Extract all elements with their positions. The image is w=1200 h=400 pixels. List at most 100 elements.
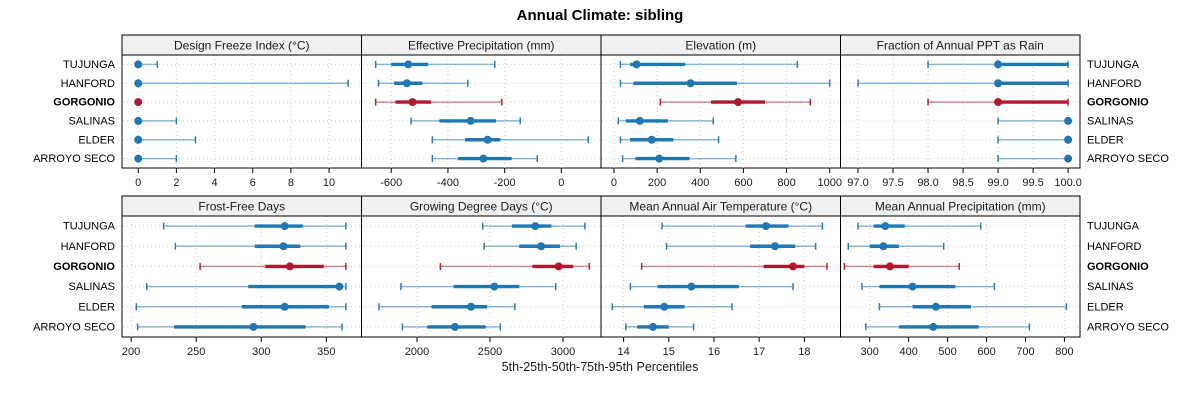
panel-frost-free-days: 200 250 300 350 Frost-Free Days [121,195,362,358]
median-dot [994,60,1003,69]
median-dot [647,135,656,144]
panel-design-freeze-index-c: 0 2 4 6 8 10 Design Freeze Index (°C) [121,34,362,189]
axis-tick-label: 600 [977,346,995,358]
percentile-row-elder [135,302,347,311]
site-label-left-arroyo-seco: ARROYO SECO [33,153,115,165]
axis-tick-label: 800 [777,177,795,189]
site-label-left-gorgonio: GORGONIO [53,261,115,273]
site-label-left-tujunga: TUJUNGA [63,221,116,233]
median-dot [770,242,779,251]
site-label-right-tujunga: TUJUNGA [1087,221,1140,233]
median-dot [279,242,288,251]
median-dot [285,262,294,271]
median-dot [734,98,743,107]
percentile-row-gorgonio [439,262,591,271]
percentile-row-salinas [145,282,347,291]
panel-header-label: Design Freeze Index (°C) [174,39,310,53]
axis-tick-label: 400 [691,177,709,189]
axis-tick-label: 800 [1055,346,1073,358]
axis-tick-label: 2000 [405,346,429,358]
axis-tick-label: 99.0 [987,177,1008,189]
percentile-row-hanford [665,242,817,251]
median-dot [632,60,641,69]
percentile-row-gorgonio [927,98,1069,107]
panel-plot-area [361,54,602,169]
axis-tick-label: 4 [211,177,217,189]
panel-elevation-m: 0 200 400 600 800 1000 Elevation (m) [600,34,842,189]
percentile-row-salinas [410,116,521,125]
median-dot [402,79,411,88]
percentile-row-salinas [400,282,557,291]
panel-plot-area [840,54,1081,169]
median-dot [1064,135,1073,144]
median-dot [280,222,289,231]
axis-tick-label: 15 [663,346,675,358]
axis-tick-label: 0 [135,177,141,189]
median-dot [408,98,417,107]
percentile-row-tujunga [162,222,347,231]
percentile-row-elder [378,302,516,311]
panel-plot-area [600,215,841,338]
median-dot [648,322,657,331]
percentile-row-salinas [134,116,178,125]
percentile-row-tujunga [619,60,799,69]
percentile-row-arroyo-seco [997,154,1073,163]
site-label-left-hanford: HANFORD [61,241,115,253]
site-label-right-salinas: SALINAS [1087,115,1133,127]
median-dot [490,282,499,291]
axis-tick-label: 2500 [478,346,502,358]
median-dot [761,222,770,231]
site-label-right-arroyo-seco: ARROYO SECO [1087,153,1169,165]
percentile-row-elder [619,135,720,144]
percentile-row-arroyo-seco [401,322,501,331]
median-dot [931,302,940,311]
median-dot [335,282,344,291]
panel-fraction-of-annual-ppt-as-rain: 97.0 97.5 98.0 98.5 99.0 99.5 100.0 Fraction of… [840,34,1082,189]
panel-header-label: Frost-Free Days [198,200,285,214]
panel-header-label: Elevation (m) [685,39,756,53]
percentile-row-tujunga [927,60,1069,69]
percentile-row-tujunga [481,222,586,231]
axis-tick-label: 200 [122,346,140,358]
panel-growing-degree-days-c: 2000 2500 3000 Growing Degree Days (°C) [361,195,602,358]
percentile-row-tujunga [857,222,982,231]
median-dot [537,242,546,251]
percentile-row-gorgonio [659,98,812,107]
site-label-right-hanford: HANFORD [1087,241,1141,253]
percentile-row-arroyo-seco [136,322,343,331]
percentile-row-arroyo-seco [621,154,737,163]
percentile-row-arroyo-seco [865,322,1031,331]
percentile-row-salinas [617,116,714,125]
axis-tick-label: 200 [648,177,666,189]
axis-tick-label: 250 [187,346,205,358]
percentile-row-gorgonio [134,98,143,107]
site-label-right-salinas: SALINAS [1087,281,1133,293]
percentile-row-gorgonio [374,98,503,107]
site-label-right-hanford: HANFORD [1087,78,1141,90]
trellis-chart: TUJUNGA TUJUNGA HANFORD HANFORD GORGONIO GORG… [0,30,1200,369]
axis-tick-label: 17 [753,346,765,358]
percentile-row-elder [878,302,1068,311]
percentile-row-elder [431,135,589,144]
median-dot [483,135,492,144]
median-dot [789,262,798,271]
percentile-row-hanford [134,79,349,88]
panel-header [840,195,1081,217]
site-label-right-tujunga: TUJUNGA [1087,59,1140,71]
median-dot [134,135,143,144]
percentile-row-elder [997,135,1073,144]
axis-tick-label: 100.0 [1054,177,1082,189]
axis-tick-label: -600 [380,177,402,189]
panel-header-label: Mean Annual Air Temperature (°C) [629,200,812,214]
site-label-left-arroyo-seco: ARROYO SECO [33,321,115,333]
axis-tick-label: 98.5 [952,177,973,189]
median-dot [994,79,1003,88]
axis-tick-label: 97.5 [882,177,903,189]
axis-tick-label: 400 [899,346,917,358]
x-axis-label: 5th-25th-50th-75th-95th Percentiles [501,360,699,374]
axis-tick-label: 99.5 [1022,177,1043,189]
median-dot [450,322,459,331]
percentile-row-arroyo-seco [134,154,178,163]
median-dot [466,116,475,125]
median-dot [249,322,258,331]
